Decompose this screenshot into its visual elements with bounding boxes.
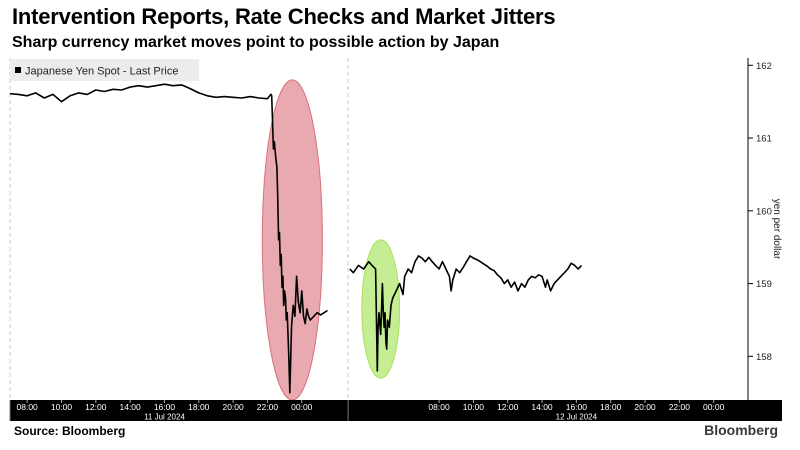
series-layer	[9, 83, 583, 394]
x-axis-band	[10, 400, 782, 421]
highlight-layer	[261, 79, 401, 401]
x-tick-label: 20:00	[634, 402, 656, 412]
y-tick-label: 161	[756, 134, 772, 145]
x-tick-label: 14:00	[531, 402, 553, 412]
y-axis-label: yen per dollar	[771, 199, 782, 260]
legend-label: Japanese Yen Spot - Last Price	[25, 66, 179, 78]
highlight-ellipse-1	[261, 79, 323, 401]
y-tick-label: 162	[756, 61, 772, 72]
x-tick-label: 10:00	[463, 402, 485, 412]
y-tick-label: 160	[756, 206, 772, 217]
x-tick-label: 12:00	[85, 402, 107, 412]
x-tick-label: 12:00	[497, 402, 519, 412]
legend-swatch	[15, 67, 21, 73]
y-tick-label: 159	[756, 279, 772, 290]
x-tick-label: 14:00	[119, 402, 141, 412]
x-tick-label: 10:00	[51, 402, 73, 412]
source-note: Source: Bloomberg	[14, 424, 126, 438]
legend: Japanese Yen Spot - Last Price	[10, 59, 199, 81]
series-line-segment-1	[9, 83, 328, 394]
highlight-ellipse-2	[361, 239, 401, 379]
legend-box	[10, 59, 199, 81]
grid-layer	[9, 58, 349, 400]
x-tick-label: 08:00	[17, 402, 39, 412]
axis-layer: 158 159 160 161 162 yen per dollar 08:00 10:00 1…	[9, 58, 782, 422]
x-tick-label: 22:00	[669, 402, 691, 412]
x-tick-label: 18:00	[188, 402, 210, 412]
x-date-label: 12 Jul 2024	[556, 413, 598, 422]
x-tick-label: 00:00	[291, 402, 313, 412]
chart-subtitle: Sharp currency market moves point to pos…	[12, 34, 500, 51]
series-line-segment-2	[349, 255, 583, 372]
x-tick-label: 16:00	[566, 402, 588, 412]
x-tick-label: 16:00	[154, 402, 176, 412]
x-tick-label: 20:00	[222, 402, 244, 412]
x-tick-label: 00:00	[703, 402, 725, 412]
x-date-label: 11 Jul 2024	[144, 413, 185, 422]
brand-logo: Bloomberg	[704, 422, 778, 438]
y-tick-label: 158	[756, 352, 772, 363]
x-tick-label: 22:00	[257, 402, 279, 412]
x-tick-label: 08:00	[428, 402, 450, 412]
x-tick-label: 18:00	[600, 402, 622, 412]
chart-title: Intervention Reports, Rate Checks and Ma…	[12, 4, 556, 29]
